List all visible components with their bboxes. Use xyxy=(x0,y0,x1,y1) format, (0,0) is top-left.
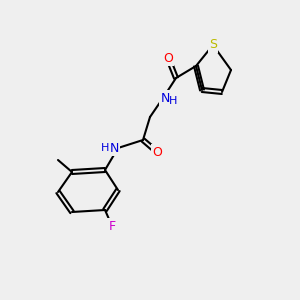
Text: N: N xyxy=(160,92,170,104)
Text: N: N xyxy=(109,142,119,154)
Text: F: F xyxy=(108,220,116,232)
Text: H: H xyxy=(101,143,109,153)
Text: H: H xyxy=(169,96,177,106)
Text: O: O xyxy=(163,52,173,64)
Text: S: S xyxy=(209,38,217,52)
Text: O: O xyxy=(152,146,162,158)
